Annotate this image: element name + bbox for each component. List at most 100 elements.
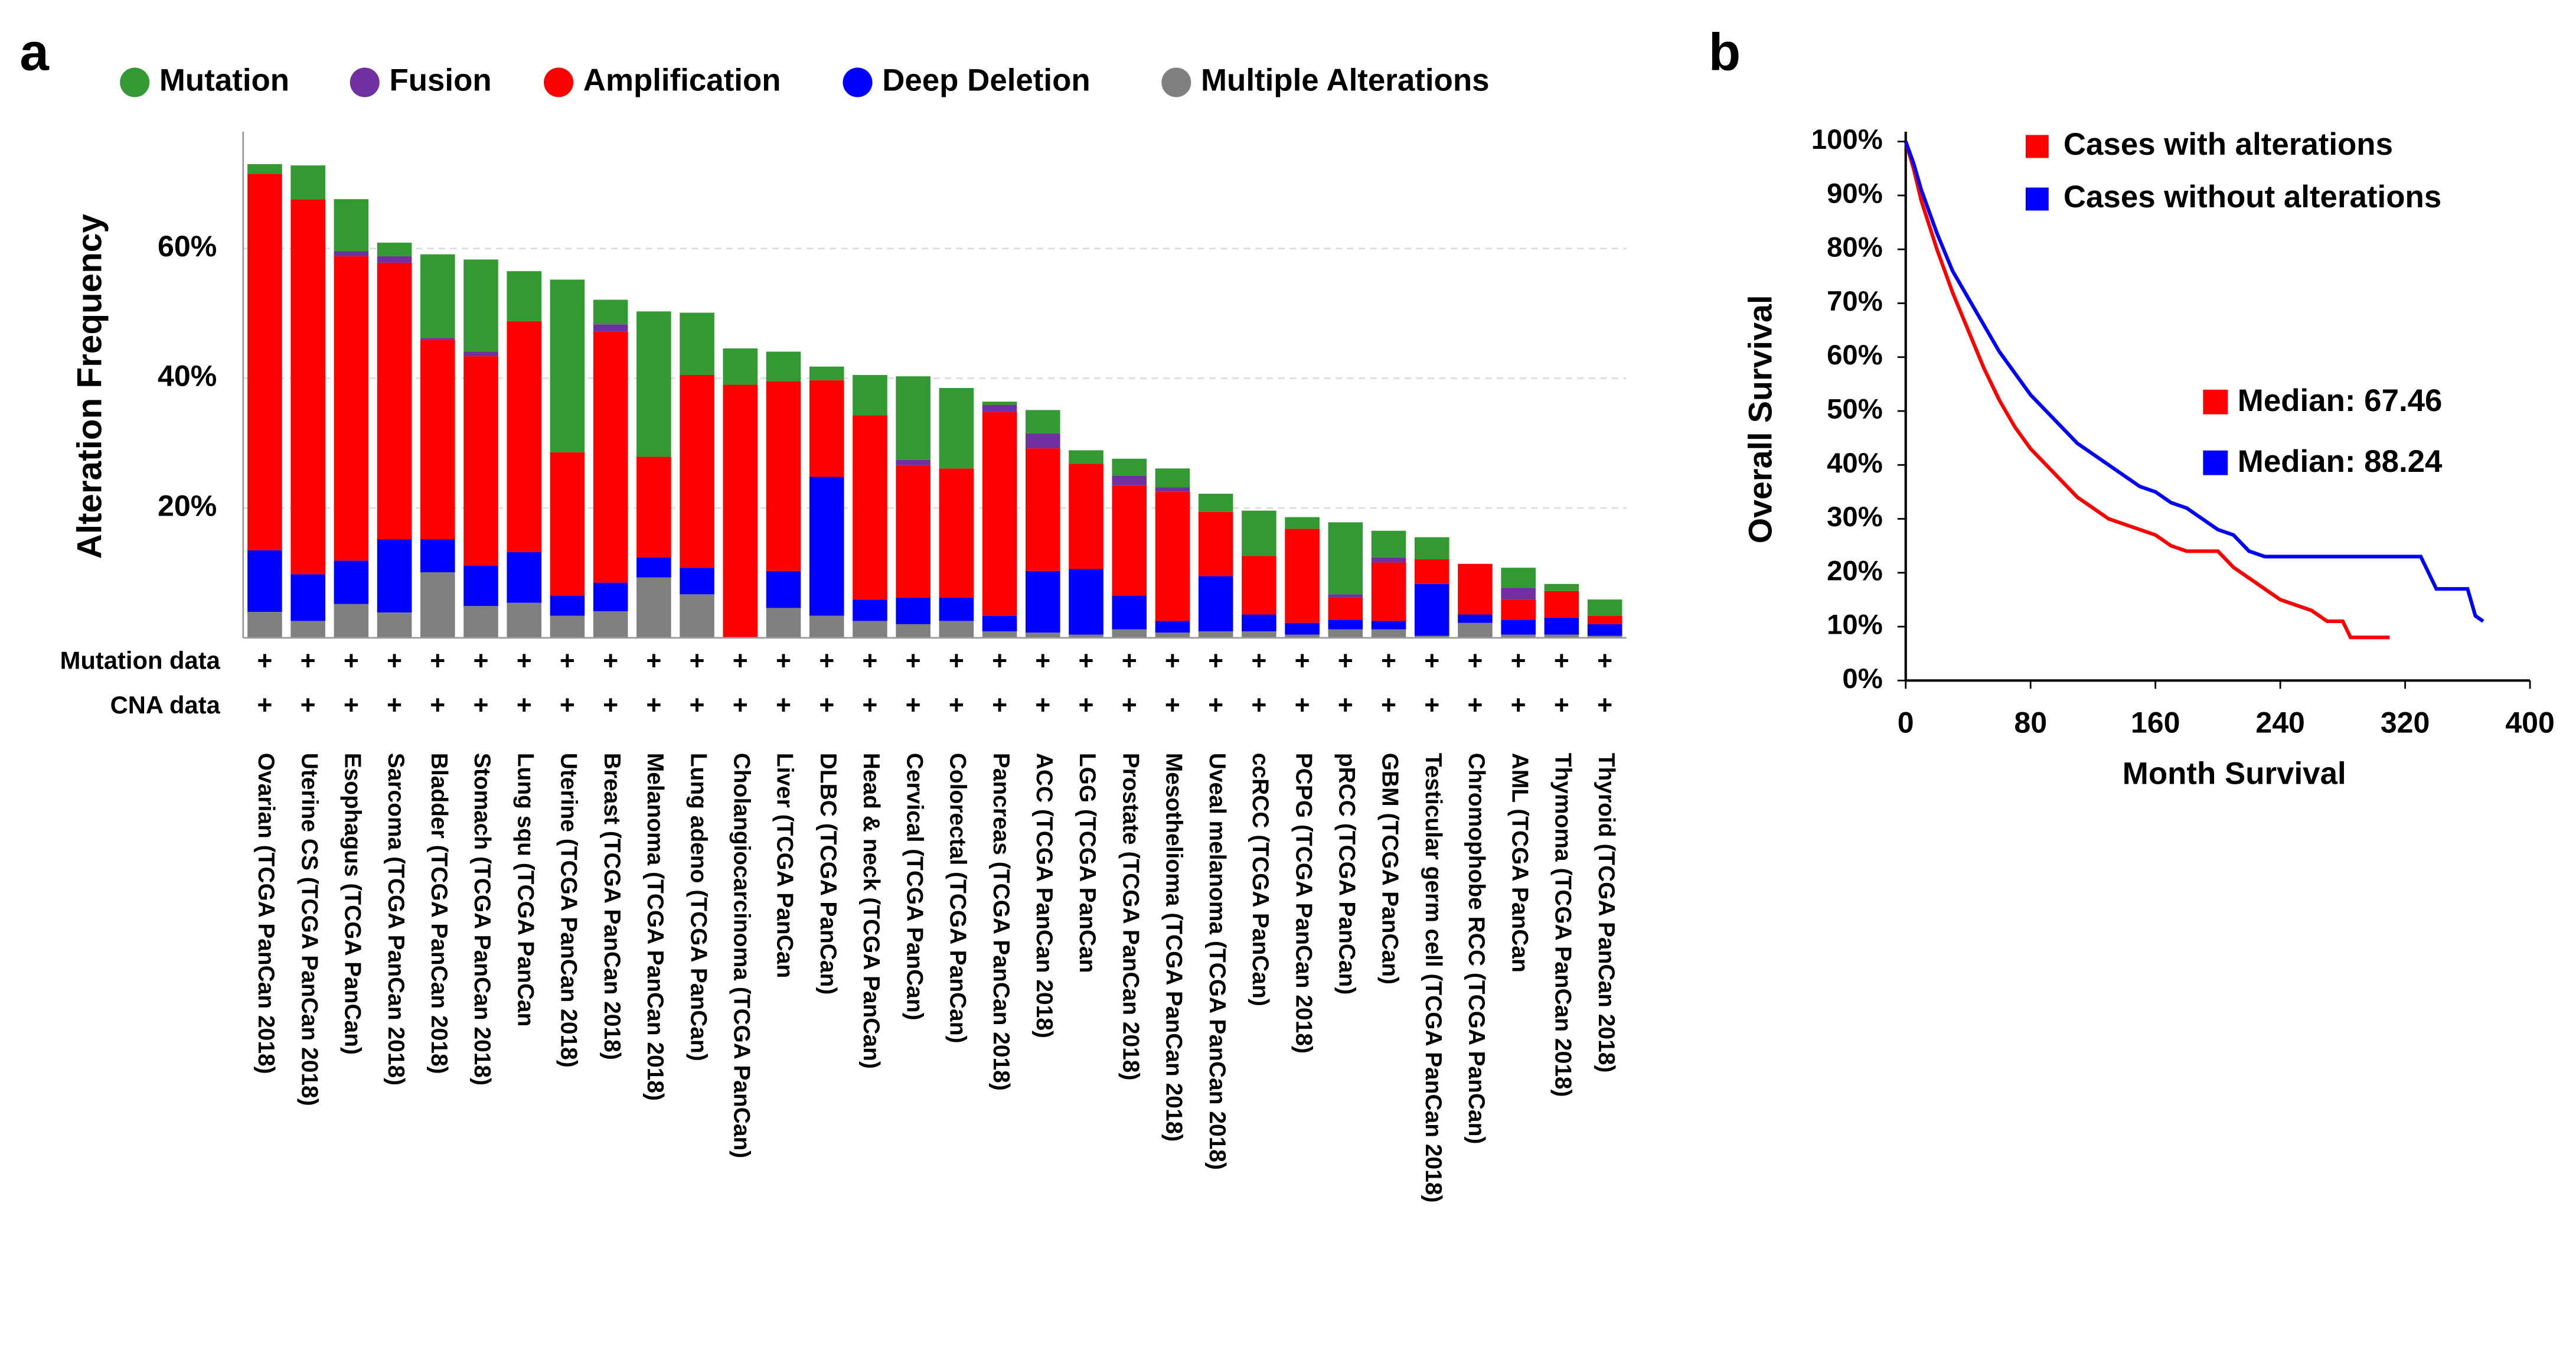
bar-segment [463,566,498,607]
bar-segment [1501,599,1536,620]
track-mark: + [1165,691,1180,720]
panel-label: a [19,22,50,81]
bar-segment [1112,485,1147,596]
bar-segment [420,539,455,573]
legend-marker [2025,135,2049,158]
track-mark: + [1338,646,1353,675]
x-tick-label: Bladder (TCGA PanCan 2018) [426,753,452,1074]
legend-label: Amplification [583,63,781,97]
track-label: CNA data [110,691,221,719]
bar-segment [1501,588,1536,600]
x-tick-label: Liver (TCGA PanCan [772,753,798,979]
y-tick-label: 30% [1827,501,1883,533]
annotation: Median: 88.24 [2238,444,2443,479]
track-mark: + [1122,646,1137,675]
survival-line [1904,141,2484,623]
bar-segment [507,552,541,603]
bar-segment [896,624,931,638]
bar-segment [334,560,369,604]
bar-segment [982,615,1017,631]
bar-segment [809,477,844,616]
bar-segment [1501,620,1536,635]
legend-marker [544,67,574,97]
bar-segment [1069,450,1103,464]
track-mark: + [1381,646,1396,675]
legend-label: Deep Deletion [882,63,1090,97]
track-mark: + [387,646,402,675]
track-mark: + [1338,691,1353,720]
track-mark: + [344,691,359,720]
track-mark: + [733,646,748,675]
bar-segment [507,321,541,552]
bar-segment [1544,634,1579,638]
panel-label: b [1709,22,1741,81]
bar-segment [593,331,628,583]
x-tick-label: Head & neck (TCGA PanCan) [858,753,884,1069]
x-tick-label: DLBC (TCGA PanCan) [815,753,841,995]
bar-segment [939,597,974,621]
bar-segment [1112,629,1147,638]
x-tick-label: Esophagus (TCGA PanCan) [340,753,365,1055]
x-tick-label: 400 [2505,706,2555,739]
bar-segment [939,387,974,469]
bar-segment [290,165,325,200]
y-tick-label: 80% [1827,232,1883,263]
bar-segment [809,615,844,638]
bar-segment [853,374,887,416]
bar-segment [853,621,887,638]
bar-segment [377,242,412,256]
bar-segment [939,621,974,638]
x-tick-label: Sarcoma (TCGA PanCan 2018) [383,753,409,1085]
x-tick-label: Uterine CS (TCGA PanCan 2018) [296,753,322,1106]
track-mark: + [1079,646,1094,675]
bar-segment [1069,464,1103,569]
bar-segment [420,254,455,338]
bar-segment [853,415,887,600]
track-mark: + [819,646,834,675]
track-mark: + [906,691,921,720]
bar-segment [1414,559,1449,584]
bar-segment [1587,635,1622,638]
track-mark: + [1381,691,1396,720]
legend-marker [350,67,380,97]
bar-segment [723,384,758,638]
track-mark: + [690,691,705,720]
bar-segment [1587,624,1622,636]
bar-segment [636,577,671,638]
bar-segment [1328,620,1363,630]
bar-segment [1069,569,1103,635]
bar-segment [723,348,758,385]
x-tick-label: Thymoma (TCGA PanCan 2018) [1550,753,1576,1097]
bar-segment [1026,448,1060,571]
track-mark: + [1295,646,1310,675]
legend-marker [2025,187,2049,211]
x-tick-label: Uveal melanoma (TCGA PanCan 2018) [1204,753,1230,1170]
bar-segment [1501,634,1536,638]
bar-segment [939,468,974,598]
x-tick-label: Mesothelioma (TCGA PanCan 2018) [1161,753,1187,1142]
bar-segment [1414,583,1449,636]
bar-segment [1414,537,1449,560]
bar-segment [853,599,887,621]
x-tick-label: Ovarian (TCGA PanCan 2018) [253,753,279,1074]
x-tick-label: ACC (TCGA PanCan 2018) [1031,753,1057,1038]
bar-segment [1198,511,1233,576]
bar-segment [463,259,498,352]
bar-segment [1026,410,1060,433]
bar-segment [896,459,931,465]
track-mark: + [257,691,272,720]
bar-segment [636,311,671,457]
bar-segment [1026,570,1060,633]
track-mark: + [862,691,877,720]
y-tick-label: 100% [1811,124,1883,155]
x-tick-label: Testicular germ cell (TCGA PanCan 2018) [1421,753,1446,1203]
bar-segment [1458,563,1493,615]
track-mark: + [1035,691,1050,720]
x-tick-label: Cholangiocarcinoma (TCGA PanCan) [729,753,755,1159]
bar-segment [593,611,628,638]
bar-segment [1242,614,1276,631]
legend-label: Cases with alterations [2064,127,2393,162]
y-tick-label: 50% [1827,393,1883,425]
track-mark: + [1295,691,1310,720]
track-mark: + [992,646,1007,675]
